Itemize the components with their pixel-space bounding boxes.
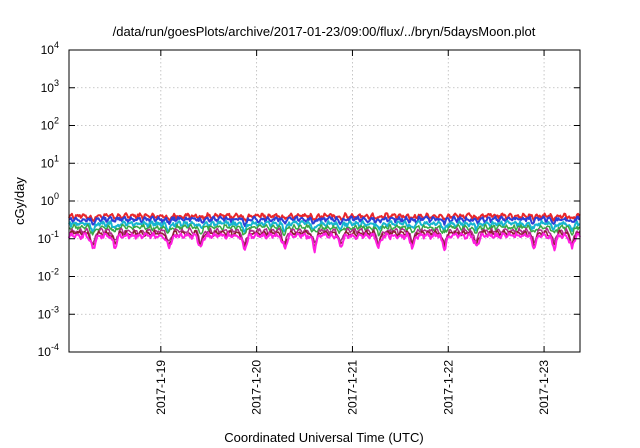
grid bbox=[69, 50, 580, 352]
y-tick-label: 10-3 bbox=[38, 304, 59, 321]
y-tick-label: 104 bbox=[41, 40, 59, 57]
x-tick-label: 2017-1-20 bbox=[250, 360, 264, 415]
y-tick-label: 100 bbox=[41, 191, 59, 208]
x-tick-label: 2017-1-21 bbox=[345, 360, 359, 415]
x-tick-label: 2017-1-22 bbox=[441, 360, 455, 415]
series-line bbox=[68, 212, 581, 223]
y-tick-label: 102 bbox=[41, 116, 59, 133]
y-tick-label: 10-2 bbox=[38, 267, 59, 284]
y-axis: 10-4 10-3 10-2 10-1 100 101 102 103 104 bbox=[38, 40, 580, 359]
y-tick-label: 103 bbox=[41, 78, 59, 95]
y-tick-label: 10-4 bbox=[38, 342, 59, 359]
series-line bbox=[68, 219, 581, 234]
x-axis-label: Coordinated Universal Time (UTC) bbox=[224, 430, 423, 445]
x-axis: 2017-1-19 2017-1-20 2017-1-21 2017-1-22 2017… bbox=[154, 50, 551, 415]
series-line bbox=[68, 231, 581, 254]
x-tick-label: 2017-1-19 bbox=[154, 360, 168, 415]
x-tick-label: 2017-1-23 bbox=[537, 360, 551, 415]
series-line bbox=[68, 215, 581, 228]
y-axis-label: cGy/day bbox=[12, 177, 27, 225]
series-layer bbox=[68, 212, 581, 254]
chart-title: /data/run/goesPlots/archive/2017-01-23/0… bbox=[113, 24, 536, 39]
y-tick-label: 10-1 bbox=[38, 229, 59, 246]
y-tick-label: 101 bbox=[41, 153, 59, 170]
